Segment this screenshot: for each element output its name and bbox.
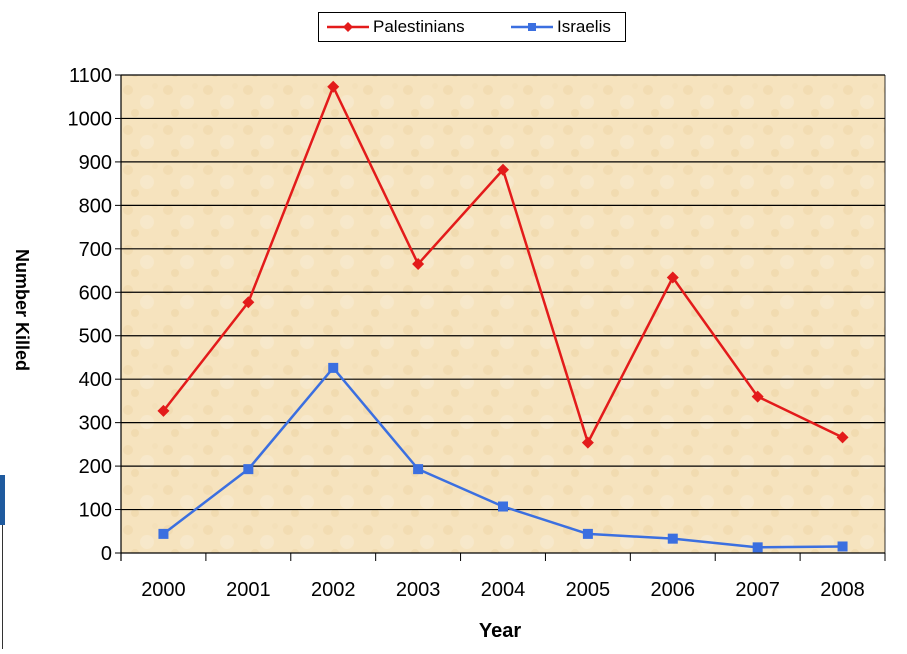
data-point-palestinians	[836, 431, 849, 444]
x-tick-label: 2006	[651, 579, 696, 601]
y-tick-label: 700	[79, 239, 112, 261]
y-tick-label: 1100	[69, 65, 112, 87]
legend-label-palestinians: Palestinians	[373, 17, 465, 36]
x-axis-tick-labels: 2000 2001 2002 2003 2004 2005 2006 2007 2008	[141, 579, 865, 601]
x-tick-label: 2001	[226, 579, 271, 601]
y-tick-label: 300	[79, 413, 112, 435]
x-tick-label: 2000	[141, 579, 186, 601]
series-palestinians	[157, 80, 849, 449]
legend: Palestinians Israelis	[318, 12, 626, 42]
x-axis-title: Year	[478, 620, 522, 642]
data-point-israelis	[582, 528, 593, 539]
legend-swatch-palestinians	[327, 22, 369, 32]
data-point-israelis	[328, 362, 339, 373]
x-tick-label: 2007	[735, 579, 780, 601]
series-israelis	[158, 362, 848, 553]
x-tick-label: 2004	[481, 579, 526, 601]
series-layer	[157, 80, 849, 553]
y-axis-tick-labels: 0 100 200 300 400 500 600 700 800 900 1000 1100	[68, 65, 113, 565]
y-tick-label: 800	[79, 195, 112, 217]
legend-swatch-israelis	[511, 23, 553, 31]
data-point-palestinians	[412, 258, 425, 271]
data-point-palestinians	[581, 436, 594, 449]
plot-area	[121, 75, 885, 553]
data-point-israelis	[413, 464, 424, 475]
y-tick-label: 200	[79, 456, 112, 478]
y-tick-label: 600	[79, 282, 112, 304]
data-point-palestinians	[751, 390, 764, 403]
y-tick-label: 0	[101, 543, 112, 565]
data-point-palestinians	[497, 163, 509, 176]
data-point-israelis	[752, 542, 763, 553]
data-point-palestinians	[242, 296, 255, 309]
x-tick-label: 2003	[396, 579, 441, 601]
data-point-israelis	[837, 541, 848, 552]
left-edge-line	[2, 525, 3, 649]
data-point-palestinians	[666, 271, 679, 284]
y-axis-title: Number Killed	[12, 248, 32, 372]
x-tick-label: 2008	[820, 579, 865, 601]
x-tick-label: 2002	[311, 579, 356, 601]
y-tick-label: 100	[79, 500, 112, 522]
data-point-israelis	[498, 501, 508, 512]
left-edge-blue-block	[0, 475, 5, 525]
y-tick-label: 400	[79, 369, 112, 391]
data-point-israelis	[243, 464, 254, 475]
x-tick-label: 2005	[566, 579, 611, 601]
data-point-palestinians	[157, 404, 170, 417]
y-tick-label: 500	[79, 326, 112, 348]
axes	[120, 74, 886, 561]
y-tick-label: 1000	[68, 108, 113, 130]
data-point-israelis	[158, 528, 169, 539]
data-point-palestinians	[327, 80, 340, 93]
legend-label-israelis: Israelis	[557, 17, 611, 36]
y-tick-label: 900	[79, 152, 112, 174]
data-point-israelis	[667, 533, 678, 544]
